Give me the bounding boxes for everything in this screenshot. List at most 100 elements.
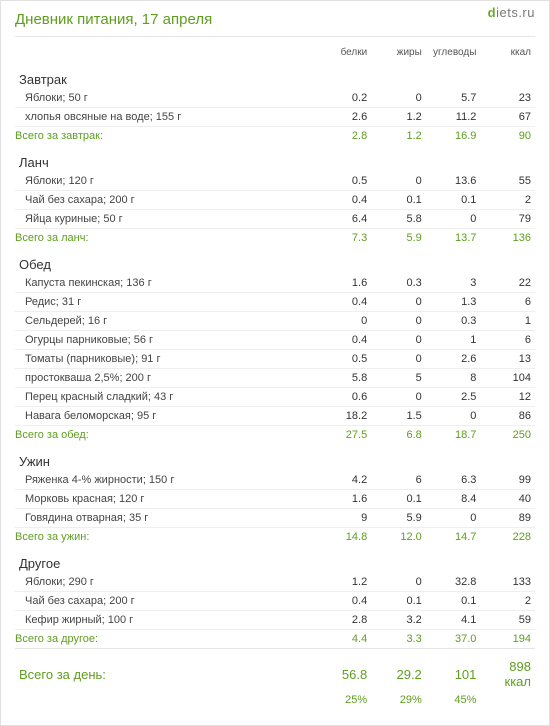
- food-protein: 0.4: [317, 331, 372, 350]
- food-carbs: 4.1: [426, 611, 481, 630]
- food-kcal: 104: [480, 369, 535, 388]
- meal-header: Ланч: [15, 145, 535, 172]
- site-logo: diets.ru: [488, 5, 535, 20]
- food-carbs: 2.6: [426, 350, 481, 369]
- food-carbs: 0.3: [426, 312, 481, 331]
- food-carbs: 0.1: [426, 191, 481, 210]
- food-row: Яблоки; 50 г0.205.723: [15, 89, 535, 108]
- food-row: Огурцы парниковые; 56 г0.4016: [15, 331, 535, 350]
- food-protein: 0.4: [317, 592, 372, 611]
- meal-total-fat: 5.9: [371, 229, 426, 248]
- logo-accent: d: [488, 5, 496, 20]
- food-carbs: 8: [426, 369, 481, 388]
- food-row: Чай без сахара; 200 г0.40.10.12: [15, 592, 535, 611]
- food-kcal: 1: [480, 312, 535, 331]
- col-protein: белки: [317, 43, 372, 62]
- percent-row: 25% 29% 45%: [15, 692, 535, 709]
- food-carbs: 32.8: [426, 573, 481, 592]
- meal-total-row: Всего за ужин:14.812.014.7228: [15, 528, 535, 547]
- food-fat: 0.3: [371, 274, 426, 293]
- food-row: хлопья овсяные на воде; 155 г2.61.211.26…: [15, 108, 535, 127]
- food-fat: 0: [371, 293, 426, 312]
- food-row: Говядина отварная; 35 г95.9089: [15, 509, 535, 528]
- food-kcal: 55: [480, 172, 535, 191]
- food-kcal: 6: [480, 293, 535, 312]
- meal-total-fat: 3.3: [371, 630, 426, 649]
- food-kcal: 79: [480, 210, 535, 229]
- food-row: Кефир жирный; 100 г2.83.24.159: [15, 611, 535, 630]
- meal-name: Ланч: [15, 145, 535, 172]
- food-name: Яйца куриные; 50 г: [15, 210, 317, 229]
- food-protein: 6.4: [317, 210, 372, 229]
- meal-total-fat: 6.8: [371, 426, 426, 445]
- food-carbs: 1: [426, 331, 481, 350]
- food-name: Сельдерей; 16 г: [15, 312, 317, 331]
- col-carbs: углеводы: [426, 43, 481, 62]
- food-fat: 1.2: [371, 108, 426, 127]
- food-carbs: 0: [426, 210, 481, 229]
- food-carbs: 13.6: [426, 172, 481, 191]
- food-fat: 6: [371, 471, 426, 490]
- food-carbs: 2.5: [426, 388, 481, 407]
- food-fat: 0: [371, 312, 426, 331]
- meal-total-row: Всего за завтрак:2.81.216.990: [15, 127, 535, 146]
- food-row: Яблоки; 290 г1.2032.8133: [15, 573, 535, 592]
- page-title: Дневник питания, 17 апреля: [15, 11, 535, 37]
- meal-total-carbs: 13.7: [426, 229, 481, 248]
- food-protein: 0.2: [317, 89, 372, 108]
- food-protein: 1.2: [317, 573, 372, 592]
- meal-total-label: Всего за завтрак:: [15, 127, 317, 146]
- meal-header: Обед: [15, 247, 535, 274]
- day-total-label: Всего за день:: [15, 649, 317, 692]
- food-row: Морковь красная; 120 г1.60.18.440: [15, 490, 535, 509]
- food-protein: 2.8: [317, 611, 372, 630]
- food-row: Томаты (парниковые); 91 г0.502.613: [15, 350, 535, 369]
- food-fat: 0.1: [371, 490, 426, 509]
- food-protein: 18.2: [317, 407, 372, 426]
- food-protein: 4.2: [317, 471, 372, 490]
- food-protein: 1.6: [317, 274, 372, 293]
- meal-name: Обед: [15, 247, 535, 274]
- meal-total-label: Всего за ланч:: [15, 229, 317, 248]
- food-carbs: 0.1: [426, 592, 481, 611]
- col-name: [15, 43, 317, 62]
- day-total-protein: 56.8: [317, 649, 372, 692]
- food-kcal: 40: [480, 490, 535, 509]
- day-total-carbs: 101: [426, 649, 481, 692]
- meal-total-carbs: 37.0: [426, 630, 481, 649]
- food-name: Кефир жирный; 100 г: [15, 611, 317, 630]
- meal-header: Завтрак: [15, 62, 535, 89]
- meal-total-row: Всего за ланч:7.35.913.7136: [15, 229, 535, 248]
- meal-total-row: Всего за другое:4.43.337.0194: [15, 630, 535, 649]
- food-protein: 0.4: [317, 191, 372, 210]
- food-name: хлопья овсяные на воде; 155 г: [15, 108, 317, 127]
- food-name: Редис; 31 г: [15, 293, 317, 312]
- meal-total-kcal: 194: [480, 630, 535, 649]
- food-kcal: 89: [480, 509, 535, 528]
- food-fat: 0: [371, 350, 426, 369]
- food-name: Огурцы парниковые; 56 г: [15, 331, 317, 350]
- food-fat: 0.1: [371, 592, 426, 611]
- meal-total-protein: 7.3: [317, 229, 372, 248]
- food-fat: 1.5: [371, 407, 426, 426]
- percent-carbs: 45%: [426, 692, 481, 709]
- food-name: Перец красный сладкий; 43 г: [15, 388, 317, 407]
- column-headers: белки жиры углеводы ккал: [15, 43, 535, 62]
- food-kcal: 99: [480, 471, 535, 490]
- food-name: Чай без сахара; 200 г: [15, 191, 317, 210]
- meal-total-fat: 12.0: [371, 528, 426, 547]
- food-name: Яблоки; 120 г: [15, 172, 317, 191]
- meal-total-carbs: 16.9: [426, 127, 481, 146]
- food-row: Яблоки; 120 г0.5013.655: [15, 172, 535, 191]
- food-diary-page: diets.ru Дневник питания, 17 апреля белк…: [0, 0, 550, 726]
- day-total-fat: 29.2: [371, 649, 426, 692]
- col-kcal: ккал: [480, 43, 535, 62]
- food-carbs: 1.3: [426, 293, 481, 312]
- meal-total-protein: 4.4: [317, 630, 372, 649]
- food-carbs: 3: [426, 274, 481, 293]
- food-fat: 0: [371, 172, 426, 191]
- food-kcal: 67: [480, 108, 535, 127]
- meal-total-label: Всего за обед:: [15, 426, 317, 445]
- food-kcal: 13: [480, 350, 535, 369]
- meal-total-protein: 2.8: [317, 127, 372, 146]
